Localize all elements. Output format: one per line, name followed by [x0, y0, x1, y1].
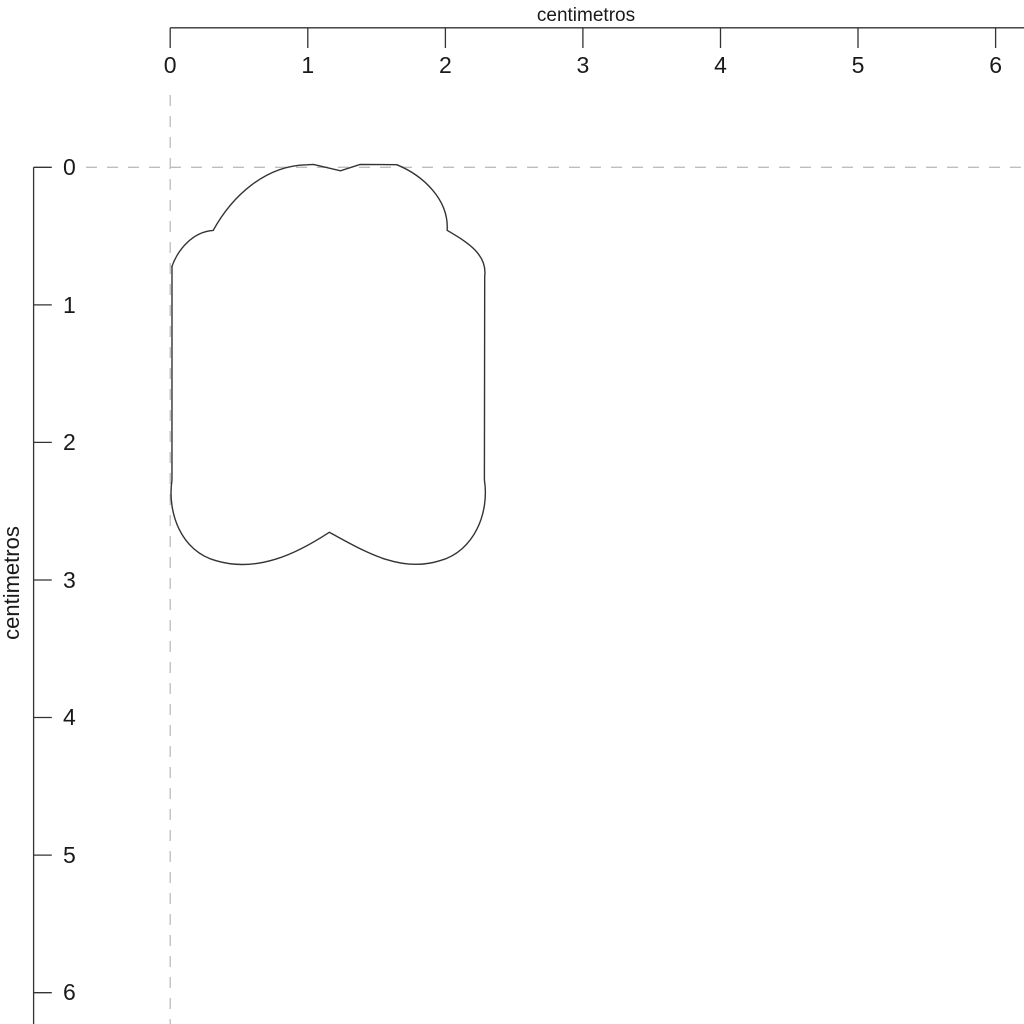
svg-text:0: 0 [164, 52, 177, 78]
svg-text:6: 6 [989, 52, 1002, 78]
svg-text:4: 4 [63, 704, 76, 730]
svg-text:6: 6 [63, 979, 76, 1005]
svg-text:0: 0 [63, 154, 76, 180]
svg-text:1: 1 [301, 52, 314, 78]
svg-text:3: 3 [577, 52, 590, 78]
svg-text:1: 1 [63, 292, 76, 318]
svg-text:5: 5 [63, 842, 76, 868]
svg-text:5: 5 [852, 52, 865, 78]
svg-text:centimetros: centimetros [537, 5, 635, 26]
svg-text:centimetros: centimetros [0, 526, 24, 640]
svg-text:3: 3 [63, 567, 76, 593]
svg-text:2: 2 [439, 52, 452, 78]
svg-text:4: 4 [714, 52, 727, 78]
svg-text:2: 2 [63, 429, 76, 455]
